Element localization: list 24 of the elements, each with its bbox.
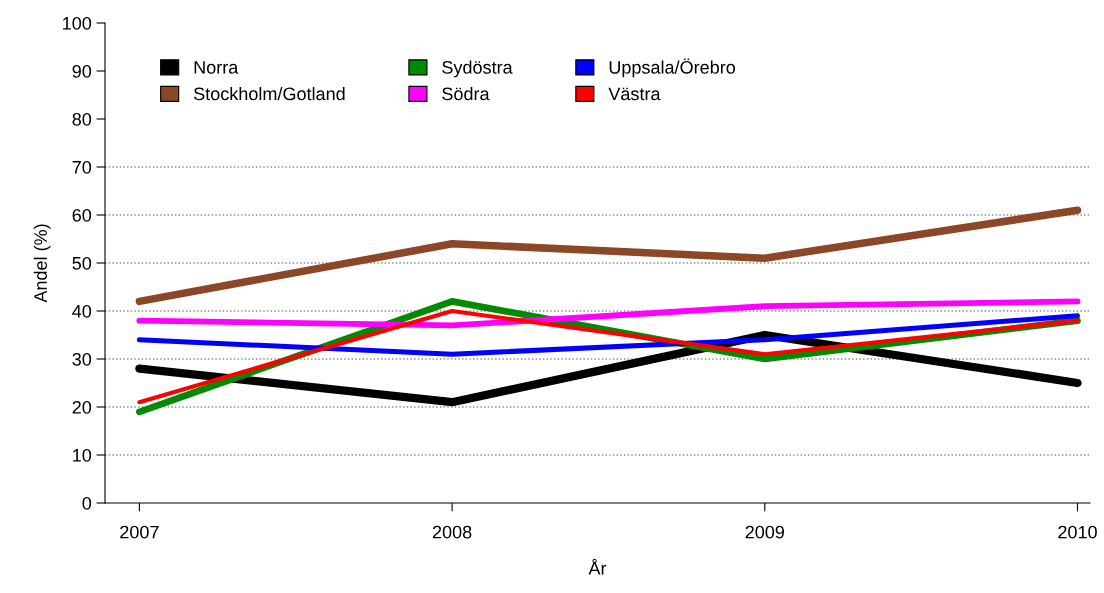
x-tick-label: 2010 — [1058, 525, 1097, 539]
x-tick-label: 2008 — [432, 525, 472, 539]
x-axis-title: År — [588, 558, 607, 575]
y-tick-label: 10 — [73, 448, 92, 462]
line-series — [137, 308, 1080, 405]
y-tick-label: 20 — [72, 400, 92, 414]
legend-label: Västra — [608, 87, 661, 101]
y-tick-label: 30 — [72, 352, 92, 366]
legend-label: Sydöstra — [442, 60, 513, 78]
legend-label: Södra — [442, 86, 490, 101]
y-tick-label: 60 — [72, 208, 92, 222]
x-tick-label: 2007 — [120, 525, 159, 539]
legend-label: Norra — [194, 61, 239, 74]
y-axis-title: Andel (%) — [33, 224, 51, 303]
y-tick-label: 0 — [82, 496, 92, 510]
y-tick-label: 50 — [72, 256, 92, 270]
y-tick-label: 80 — [72, 112, 92, 126]
y-tick-label: 70 — [72, 160, 92, 174]
y-tick-label: 100 — [63, 16, 92, 30]
legend-label: Uppsala/Örebro — [609, 58, 736, 78]
y-tick-label: 40 — [72, 304, 92, 318]
x-tick-label: 2009 — [745, 525, 785, 539]
y-tick-label: 90 — [72, 64, 92, 78]
legend-label: Stockholm/Gotland — [193, 86, 345, 101]
